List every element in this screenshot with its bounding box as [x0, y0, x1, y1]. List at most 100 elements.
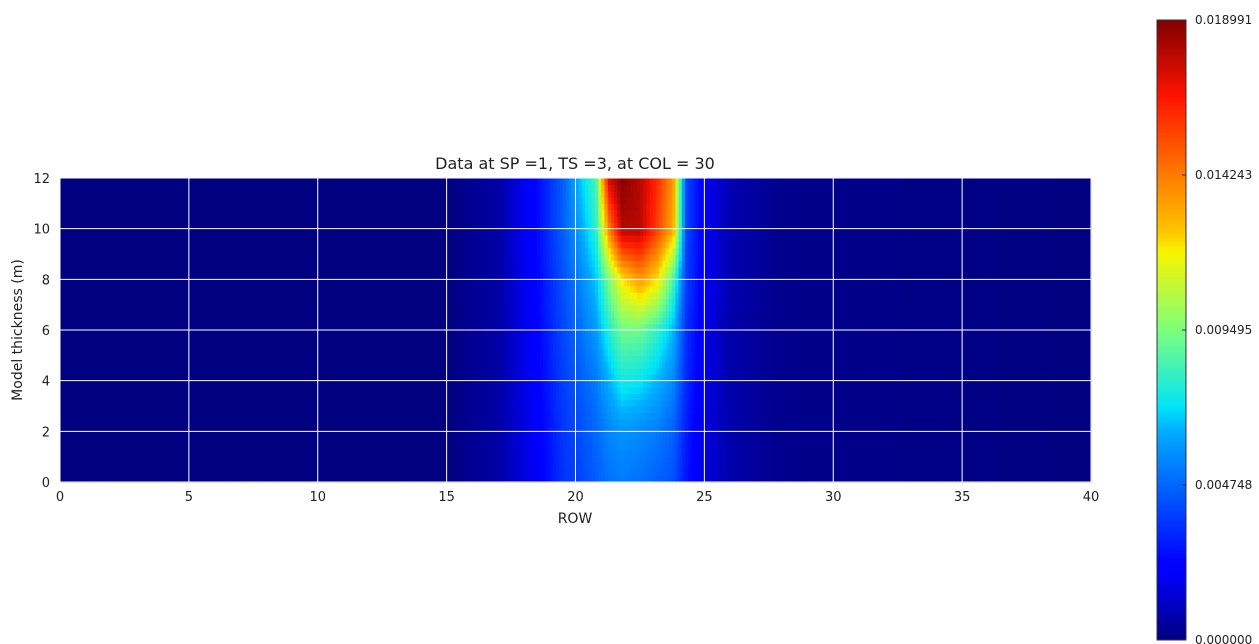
heatmap-cell [501, 456, 506, 464]
heatmap-cell [108, 444, 113, 451]
heatmap-cell [127, 456, 132, 464]
heatmap-cell [66, 431, 71, 439]
heatmap-cell [617, 469, 622, 477]
heatmap-cell [810, 475, 815, 483]
heatmap-cell [855, 469, 860, 477]
heatmap-cell [813, 437, 818, 445]
heatmap-cell [1026, 450, 1031, 458]
heatmap-cell [762, 444, 767, 451]
heatmap-cell [639, 437, 644, 445]
heatmap-cell [230, 437, 235, 445]
heatmap-cell [730, 431, 734, 439]
heatmap-cell [256, 450, 261, 458]
heatmap-cell [552, 456, 557, 464]
heatmap-cell [240, 475, 245, 483]
heatmap-cell [659, 456, 664, 464]
heatmap-cell [98, 425, 103, 432]
heatmap-cell [60, 437, 64, 445]
heatmap-cell [105, 469, 109, 477]
heatmap-cell [198, 463, 203, 470]
heatmap-cell [359, 431, 364, 439]
heatmap-cell [494, 437, 499, 445]
heatmap-cell [588, 475, 593, 483]
heatmap-cell [688, 444, 693, 451]
heatmap-cell [320, 463, 325, 470]
heatmap-cell [333, 437, 338, 445]
heatmap-cell [449, 469, 454, 477]
heatmap-cell [614, 456, 618, 464]
heatmap-cell [356, 456, 361, 464]
heatmap-cell [826, 444, 831, 451]
heatmap-cell [108, 463, 113, 470]
heatmap-cell [804, 437, 809, 445]
heatmap-cell [730, 437, 734, 445]
heatmap-cell [569, 444, 573, 451]
heatmap-cell [623, 431, 628, 439]
heatmap-cell [127, 444, 132, 451]
heatmap-cell [630, 463, 635, 470]
heatmap-cell [282, 456, 287, 464]
heatmap-cell [269, 425, 274, 432]
heatmap-cell [678, 463, 683, 470]
heatmap-cell [482, 431, 486, 439]
heatmap-cell [527, 456, 531, 464]
heatmap-cell [894, 463, 899, 470]
heatmap-cell [159, 425, 164, 432]
heatmap-cell [881, 431, 886, 439]
heatmap-cell [475, 475, 480, 483]
heatmap-cell [511, 444, 515, 451]
heatmap-cell [382, 444, 387, 451]
heatmap-cell [140, 469, 145, 477]
heatmap-cell [185, 475, 190, 483]
heatmap-cell [559, 469, 564, 477]
heatmap-cell [266, 444, 271, 451]
heatmap-cell [398, 475, 403, 483]
heatmap-cell [697, 469, 702, 477]
heatmap-cell [1068, 469, 1073, 477]
heatmap-cell [801, 475, 805, 483]
heatmap-cell [395, 431, 399, 439]
heatmap-cell [575, 431, 580, 439]
heatmap-cell [433, 450, 438, 458]
heatmap-cell [801, 463, 805, 470]
heatmap-cell [743, 437, 747, 445]
heatmap-cell [659, 475, 664, 483]
heatmap-cell [736, 437, 741, 445]
heatmap-cell [192, 444, 196, 451]
heatmap-cell [643, 469, 647, 477]
heatmap-cell [436, 450, 441, 458]
heatmap-cell [101, 425, 106, 432]
heatmap-cell [211, 475, 216, 483]
heatmap-cell [349, 444, 354, 451]
heatmap-cell [366, 431, 370, 439]
heatmap-cell [1084, 431, 1089, 439]
heatmap-cell [859, 450, 863, 458]
heatmap-cell [968, 469, 973, 477]
heatmap-cell [636, 425, 641, 432]
heatmap-cell [404, 463, 409, 470]
heatmap-cell [391, 475, 396, 483]
heatmap-cell [836, 456, 841, 464]
heatmap-cell [146, 456, 151, 464]
heatmap-cell [346, 456, 351, 464]
heatmap-cell [649, 437, 654, 445]
heatmap-cell [337, 425, 341, 432]
heatmap-cell [955, 437, 960, 445]
heatmap-cell [353, 456, 358, 464]
heatmap-cell [288, 444, 293, 451]
heatmap-cell [975, 475, 979, 483]
heatmap-cell [1084, 463, 1089, 470]
heatmap-cell [581, 444, 586, 451]
heatmap-cell [79, 425, 84, 432]
heatmap-cell [485, 469, 490, 477]
heatmap-cell [375, 444, 380, 451]
heatmap-cell [369, 463, 374, 470]
heatmap-cell [1081, 450, 1086, 458]
heatmap-cell [1068, 437, 1073, 445]
heatmap-cell [346, 437, 351, 445]
heatmap-cell [475, 450, 480, 458]
heatmap-cell [66, 425, 71, 432]
heatmap-cell [369, 450, 374, 458]
heatmap-cell [227, 456, 232, 464]
heatmap-cell [134, 437, 138, 445]
